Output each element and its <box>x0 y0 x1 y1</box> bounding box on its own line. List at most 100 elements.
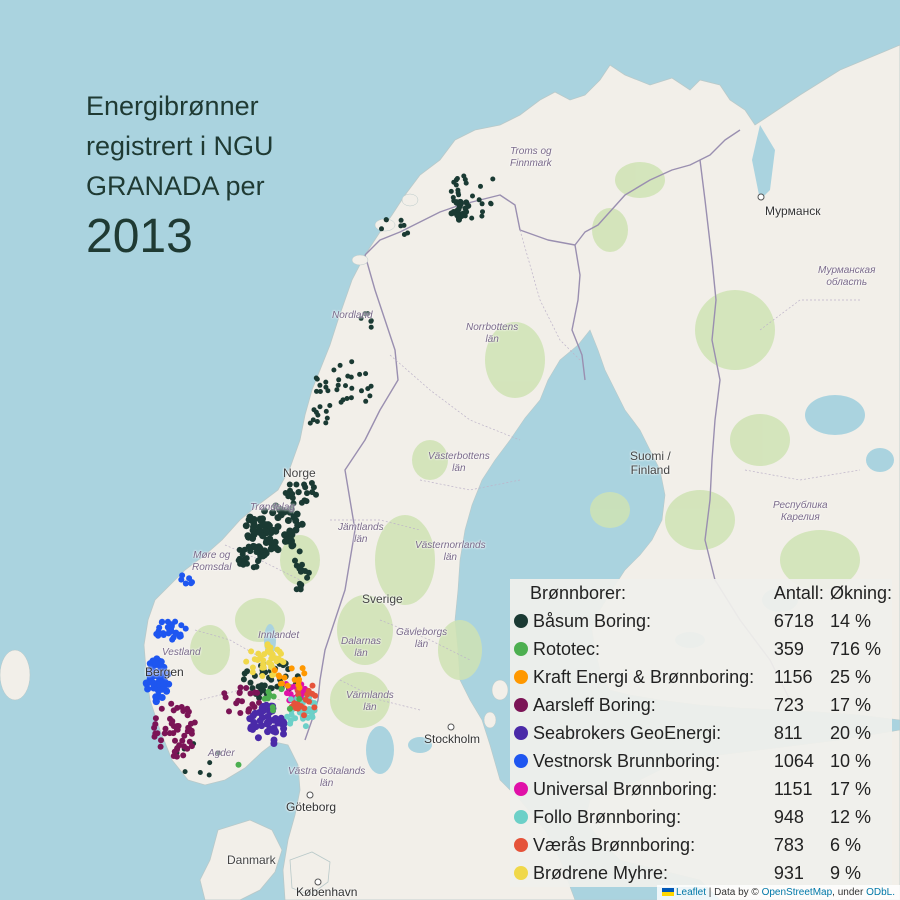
well-point <box>362 311 368 317</box>
well-point <box>276 506 284 514</box>
legend-row: Universal Brønnboring: 1151 17 % <box>514 775 892 803</box>
well-point <box>182 769 188 775</box>
legend-item-growth: 10 % <box>829 750 871 771</box>
label-agder: Agder <box>208 748 235 759</box>
well-point <box>340 397 346 403</box>
well-point <box>272 728 280 736</box>
well-point <box>304 490 310 497</box>
osm-link[interactable]: OpenStreetMap <box>761 887 833 898</box>
well-point <box>161 730 168 737</box>
well-point <box>286 508 294 516</box>
well-points-layer <box>142 173 496 778</box>
legend-swatch-icon <box>514 613 528 628</box>
well-point <box>216 750 221 756</box>
well-point <box>245 516 253 524</box>
legend-item-count: 783 <box>773 834 804 855</box>
legend-item-label: Seabrokers GeoEnergi: <box>533 722 722 743</box>
well-point <box>323 420 329 426</box>
well-point <box>336 377 342 383</box>
well-point <box>186 575 193 582</box>
well-point <box>261 682 268 689</box>
well-point <box>160 678 167 686</box>
well-point <box>398 223 404 229</box>
well-point <box>272 527 280 535</box>
well-point <box>256 515 264 523</box>
label-norrbotten: Norrbottens län <box>466 322 519 345</box>
legend-item-growth: 17 % <box>829 694 871 715</box>
legend-row: Follo Brønnboring: 948 12 % <box>514 803 892 831</box>
well-point <box>173 753 180 760</box>
well-point <box>151 733 158 740</box>
well-point <box>160 683 168 691</box>
well-point <box>479 213 485 219</box>
well-point <box>197 770 203 775</box>
well-point <box>295 489 302 496</box>
legend-item-growth: 12 % <box>829 806 871 827</box>
well-point <box>244 532 252 540</box>
well-point <box>248 648 255 655</box>
well-point <box>291 700 298 707</box>
label-stockholm: Stockholm <box>424 732 481 746</box>
well-point <box>284 517 292 524</box>
well-point <box>288 665 295 672</box>
well-point <box>298 567 305 574</box>
well-point <box>158 672 165 680</box>
well-point <box>293 481 300 488</box>
well-point <box>363 371 369 377</box>
well-point <box>156 624 163 631</box>
well-point <box>153 631 160 637</box>
well-point <box>181 743 187 750</box>
well-point <box>162 725 169 732</box>
well-point <box>325 388 331 394</box>
well-point <box>295 705 301 712</box>
legend-header-name: Brønnborer: <box>530 582 627 603</box>
well-point <box>271 538 279 546</box>
well-point <box>237 684 244 691</box>
label-trondelag: Trøndelag <box>250 502 295 513</box>
well-point <box>246 715 254 723</box>
legend-panel: Brønnborer: Antall: Økning: Båsum Boring… <box>510 579 892 887</box>
well-point <box>243 555 250 562</box>
well-point <box>455 206 462 213</box>
well-point <box>243 685 250 691</box>
well-point <box>164 670 172 678</box>
well-point <box>149 679 157 687</box>
country-borders <box>304 129 791 741</box>
attribution-sep: | Data by © <box>706 887 762 898</box>
legend-swatch-icon <box>514 725 528 740</box>
well-point <box>480 209 485 215</box>
legend-swatch-icon <box>514 865 528 880</box>
well-point <box>317 382 323 388</box>
well-point <box>241 546 248 553</box>
leaflet-link[interactable]: Leaflet <box>675 887 707 898</box>
legend-item-growth: 9 % <box>829 862 861 883</box>
well-point <box>174 704 181 711</box>
well-point <box>172 629 178 636</box>
well-point <box>167 715 173 722</box>
well-point <box>166 626 173 633</box>
well-point <box>235 697 242 704</box>
label-vestland: Vestland <box>162 647 201 658</box>
odbl-link[interactable]: ODbL. <box>866 887 895 898</box>
legend-swatch-icon <box>514 837 528 852</box>
well-point <box>296 696 303 702</box>
well-point <box>455 190 461 196</box>
well-point <box>253 544 260 551</box>
well-point <box>152 715 159 722</box>
well-point <box>302 484 309 491</box>
well-point <box>151 670 159 678</box>
well-point <box>158 619 165 626</box>
islands <box>0 193 509 729</box>
well-point <box>287 717 294 724</box>
well-point <box>317 389 323 394</box>
well-point <box>249 701 256 708</box>
well-point <box>165 680 173 688</box>
city-marker-goteborg <box>306 791 314 799</box>
well-point <box>357 371 363 377</box>
well-point <box>250 516 258 523</box>
well-point <box>349 359 355 365</box>
well-point <box>236 546 243 553</box>
legend-item-count: 1156 <box>773 666 813 687</box>
legend-item-growth: 20 % <box>829 722 871 743</box>
well-point <box>288 711 295 718</box>
